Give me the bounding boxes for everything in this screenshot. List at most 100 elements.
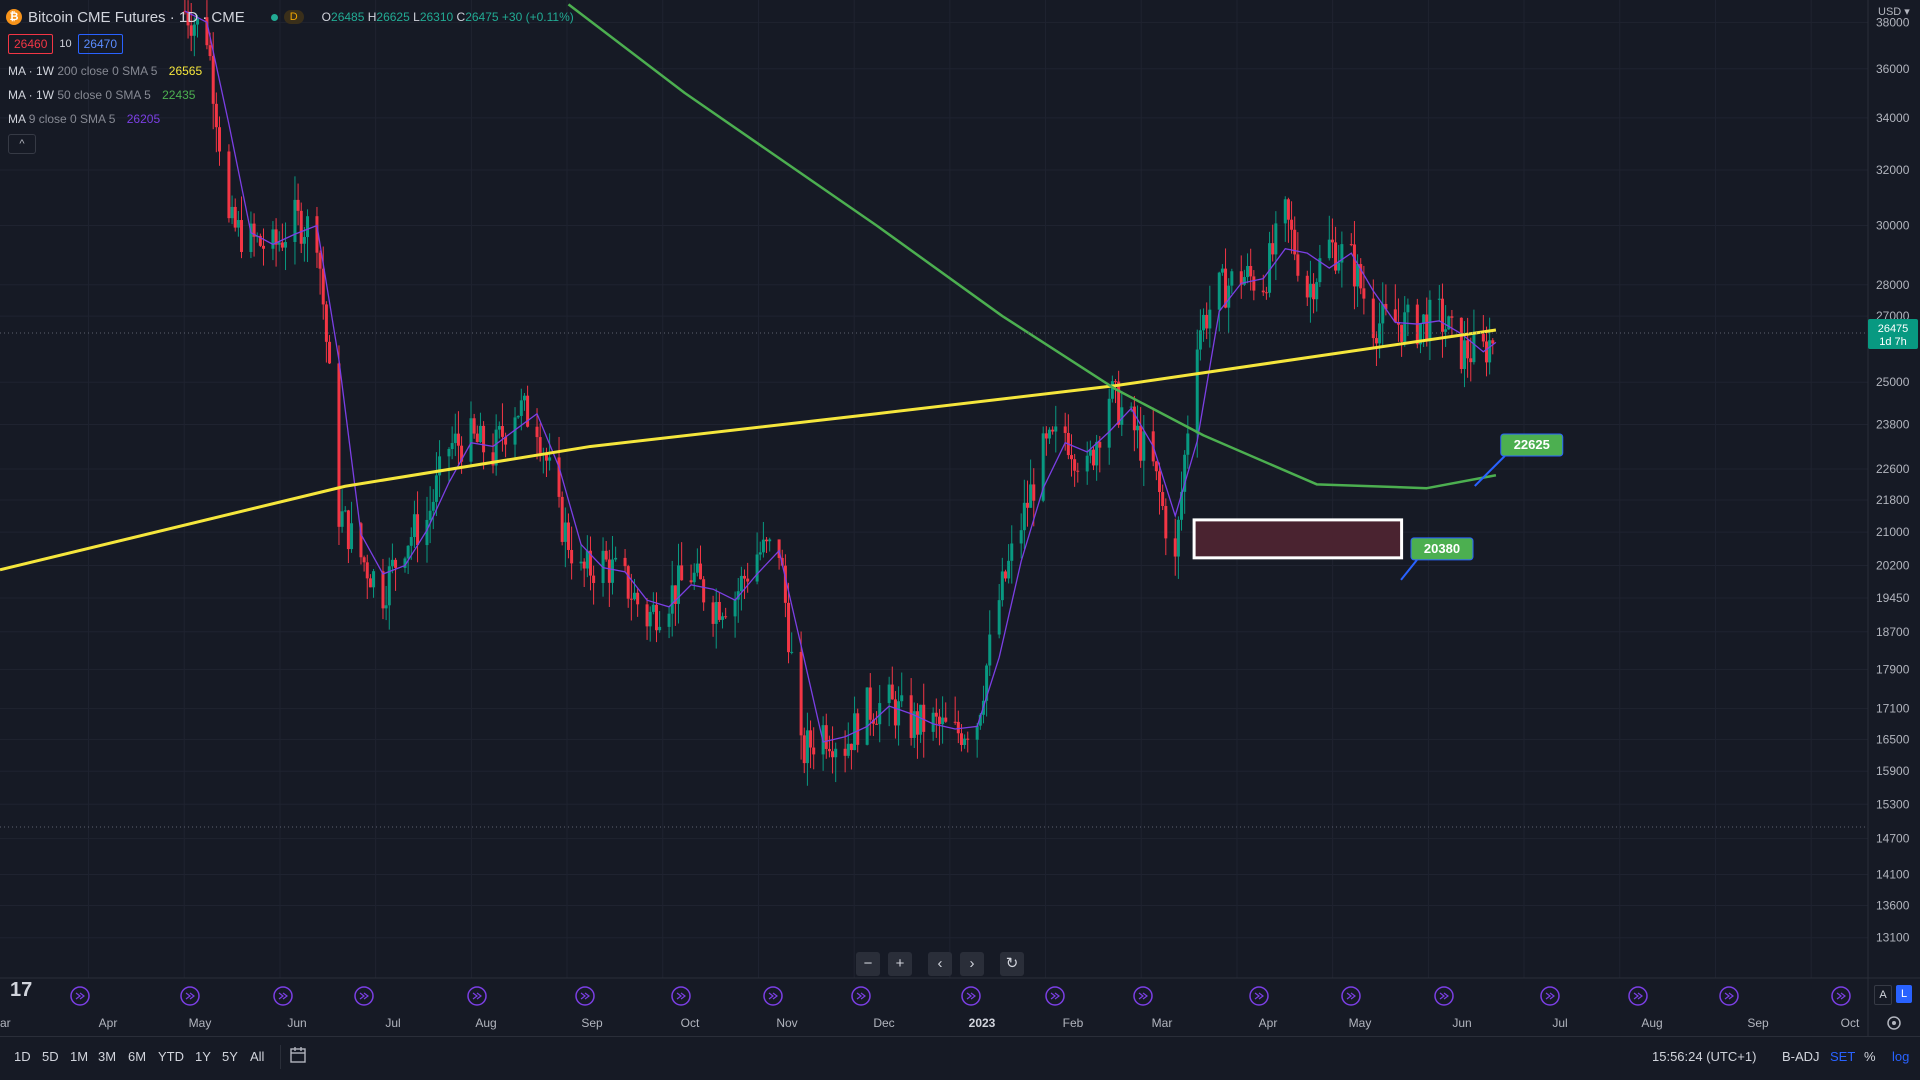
candle-body [406,545,410,559]
range-5y[interactable]: 5Y [222,1049,238,1064]
indicator-ma-50[interactable]: MA · 1W 50 close 0 SMA 5 22435 [8,88,196,102]
candle-body [849,743,853,751]
event-icon [575,986,595,1006]
zoom-out-button[interactable]: − [856,952,880,976]
candle-body [805,730,809,764]
candle-body [1154,461,1158,472]
x-tick-label: Jun [1452,1016,1471,1030]
candle-body [689,580,693,583]
zoom-in-button[interactable]: + [888,952,912,976]
candle-body [1085,455,1089,472]
candle-body [843,748,847,756]
candle-body [1246,265,1250,278]
ohlc-values: O26485 H26625 L26310 C26475 +30 (+0.11%) [321,10,574,24]
sell-button[interactable]: 26460 [8,34,54,54]
candle-body [1032,484,1036,501]
x-tick-label: Aug [1641,1016,1662,1030]
candle-body [1186,433,1190,455]
event-icon [1628,986,1648,1006]
candle-body [824,725,828,749]
candle-body [966,738,970,740]
log-scale-button[interactable]: L [1896,985,1912,1003]
range-1m[interactable]: 1M [70,1049,89,1064]
b-adj-toggle[interactable]: B-ADJ [1782,1049,1820,1064]
candle-body [809,730,813,748]
indicator-value: 22435 [162,88,196,102]
candle-body [1132,406,1136,431]
range-5d[interactable]: 5D [42,1049,59,1064]
scroll-left-button[interactable]: ‹ [928,952,952,976]
candle-body [654,604,658,631]
candle-body [1195,349,1199,434]
candle-body [1466,340,1470,359]
candle-body [975,725,979,740]
candle-body [1180,491,1184,520]
candle-body [299,210,303,244]
delayed-badge[interactable]: D [283,10,304,24]
candle-body [189,25,193,36]
current-price-badge [1868,318,1918,349]
range-6m[interactable]: 6M [128,1049,147,1064]
event-arrow [359,992,369,1000]
candle-body [1173,538,1177,557]
candle-body [1327,239,1331,259]
candle-body [1010,543,1014,561]
candle-body [205,17,209,46]
label-20380-box [1410,537,1474,561]
candle-body [856,713,860,745]
candle-body [1378,323,1382,344]
symbol-title[interactable]: Bitcoin CME Futures · 1D · CME [28,8,245,26]
candle-body [403,558,407,568]
set-toggle[interactable]: SET [1830,1049,1856,1064]
candle-body [1459,317,1463,369]
range-1y[interactable]: 1Y [195,1049,211,1064]
candle-body [563,522,567,542]
event-arrow [856,992,866,1000]
candle-body [1437,298,1441,300]
indicator-ma-9[interactable]: MA 9 close 0 SMA 5 26205 [8,112,161,126]
candle-body [274,229,278,245]
range-ytd[interactable]: YTD [158,1049,184,1064]
candle-body [538,437,542,455]
candle-body [812,747,816,755]
collapse-indicators-button[interactable]: ^ [8,134,36,154]
indicator-ma-200[interactable]: MA · 1W 200 close 0 SMA 5 26565 [8,64,203,78]
x-tick-label: Aug [475,1016,496,1030]
reset-chart-button[interactable]: ↻ [1000,952,1024,976]
candle-body [230,206,234,219]
candle-body [790,651,794,653]
clock[interactable]: 15:56:24 (UTC+1) [1652,1049,1757,1064]
buy-button[interactable]: 26470 [77,34,123,54]
log-toggle[interactable]: log [1892,1049,1910,1064]
calendar-icon[interactable] [289,1046,307,1064]
candle-body [343,510,347,512]
scroll-right-button[interactable]: › [960,952,984,976]
candle-body [1117,381,1121,425]
percent-toggle[interactable]: % [1864,1049,1876,1064]
range-1d[interactable]: 1D [14,1049,31,1064]
candle-body [482,425,486,453]
auto-scale-button[interactable]: A [1874,985,1892,1005]
range-all[interactable]: All [250,1049,265,1064]
candle-body [384,605,388,609]
candle-body [1384,303,1388,310]
event-icon [70,986,90,1006]
candle-body [651,604,655,612]
candle-body [450,443,454,450]
candle-body [321,268,325,305]
candle-body [262,245,266,249]
candle-body [362,557,366,563]
candle-body [721,616,725,620]
candle-body [1472,333,1476,363]
range-3m[interactable]: 3M [98,1049,117,1064]
y-tick-label: 38000 [1876,15,1910,29]
candle-body [1164,506,1168,539]
candle-body [623,557,627,567]
candle-body [1161,492,1165,507]
currency-selector[interactable]: USD ▾ [1878,6,1910,18]
candle-body [1120,407,1124,425]
candle-body [1091,449,1095,466]
candle-body [956,721,960,734]
candle-body [497,426,501,430]
